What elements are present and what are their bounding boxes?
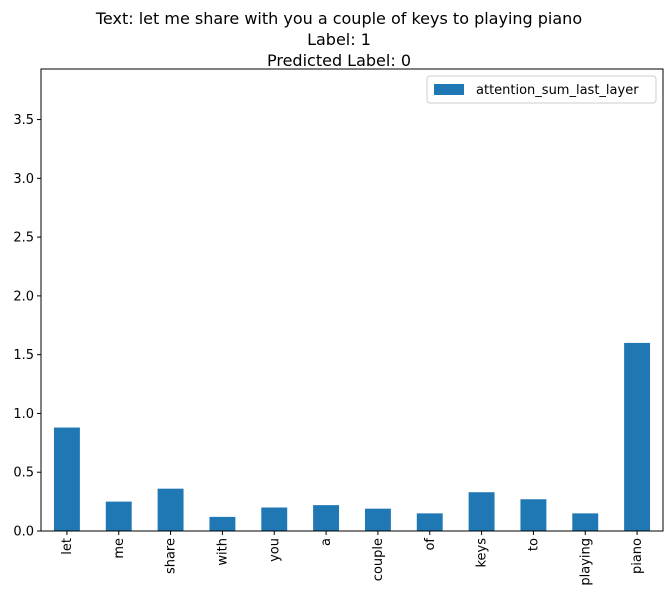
bar-piano: [624, 342, 651, 531]
bar-of: [416, 513, 443, 531]
bar-let: [53, 427, 80, 531]
x-tick-label: of: [423, 538, 438, 551]
title-line-predicted: Predicted Label: 0: [267, 51, 411, 70]
x-tick-label: share: [164, 538, 179, 574]
legend: attention_sum_last_layer: [426, 75, 657, 104]
y-axis-ticks: 0.0 0.5 1.0 1.5 2.0 2.5 3.0 3.5: [13, 113, 41, 540]
y-tick-label: 1.0: [13, 407, 34, 422]
y-tick-label: 3.0: [13, 172, 34, 187]
bar-me: [105, 501, 132, 531]
x-tick-label: to: [526, 538, 541, 551]
title-line-text: Text: let me share with you a couple of …: [95, 9, 582, 28]
x-axis-ticks: let me share with you a couple of keys to playing p…: [60, 531, 645, 586]
bar-keys: [468, 492, 495, 531]
bar-share: [157, 488, 184, 531]
legend-label: attention_sum_last_layer: [476, 83, 639, 98]
x-tick-label: with: [215, 538, 230, 566]
y-tick-label: 0.0: [13, 525, 34, 540]
x-tick-label: me: [112, 538, 127, 559]
bar-a: [313, 505, 340, 531]
x-tick-label: playing: [578, 538, 593, 586]
bar-with: [209, 516, 236, 531]
y-tick-label: 3.5: [13, 113, 34, 128]
x-tick-label: piano: [630, 538, 645, 574]
bar-you: [261, 507, 288, 531]
y-tick-label: 2.5: [13, 231, 34, 246]
x-tick-label: a: [319, 538, 334, 546]
y-tick-label: 1.5: [13, 348, 34, 363]
y-tick-label: 0.5: [13, 466, 34, 481]
bars: [53, 342, 651, 531]
bar-to: [520, 499, 547, 531]
x-tick-label: you: [267, 538, 282, 562]
x-tick-label: couple: [371, 538, 386, 581]
y-tick-label: 2.0: [13, 289, 34, 304]
legend-box: [426, 75, 657, 104]
x-tick-label: let: [60, 538, 75, 555]
title-line-label: Label: 1: [307, 30, 371, 49]
chart-title: Text: let me share with you a couple of …: [95, 9, 582, 70]
bar-playing: [572, 513, 599, 531]
plot-frame: [40, 68, 664, 532]
bar-couple: [364, 508, 391, 531]
legend-swatch: [434, 84, 464, 95]
x-tick-label: keys: [475, 538, 490, 568]
